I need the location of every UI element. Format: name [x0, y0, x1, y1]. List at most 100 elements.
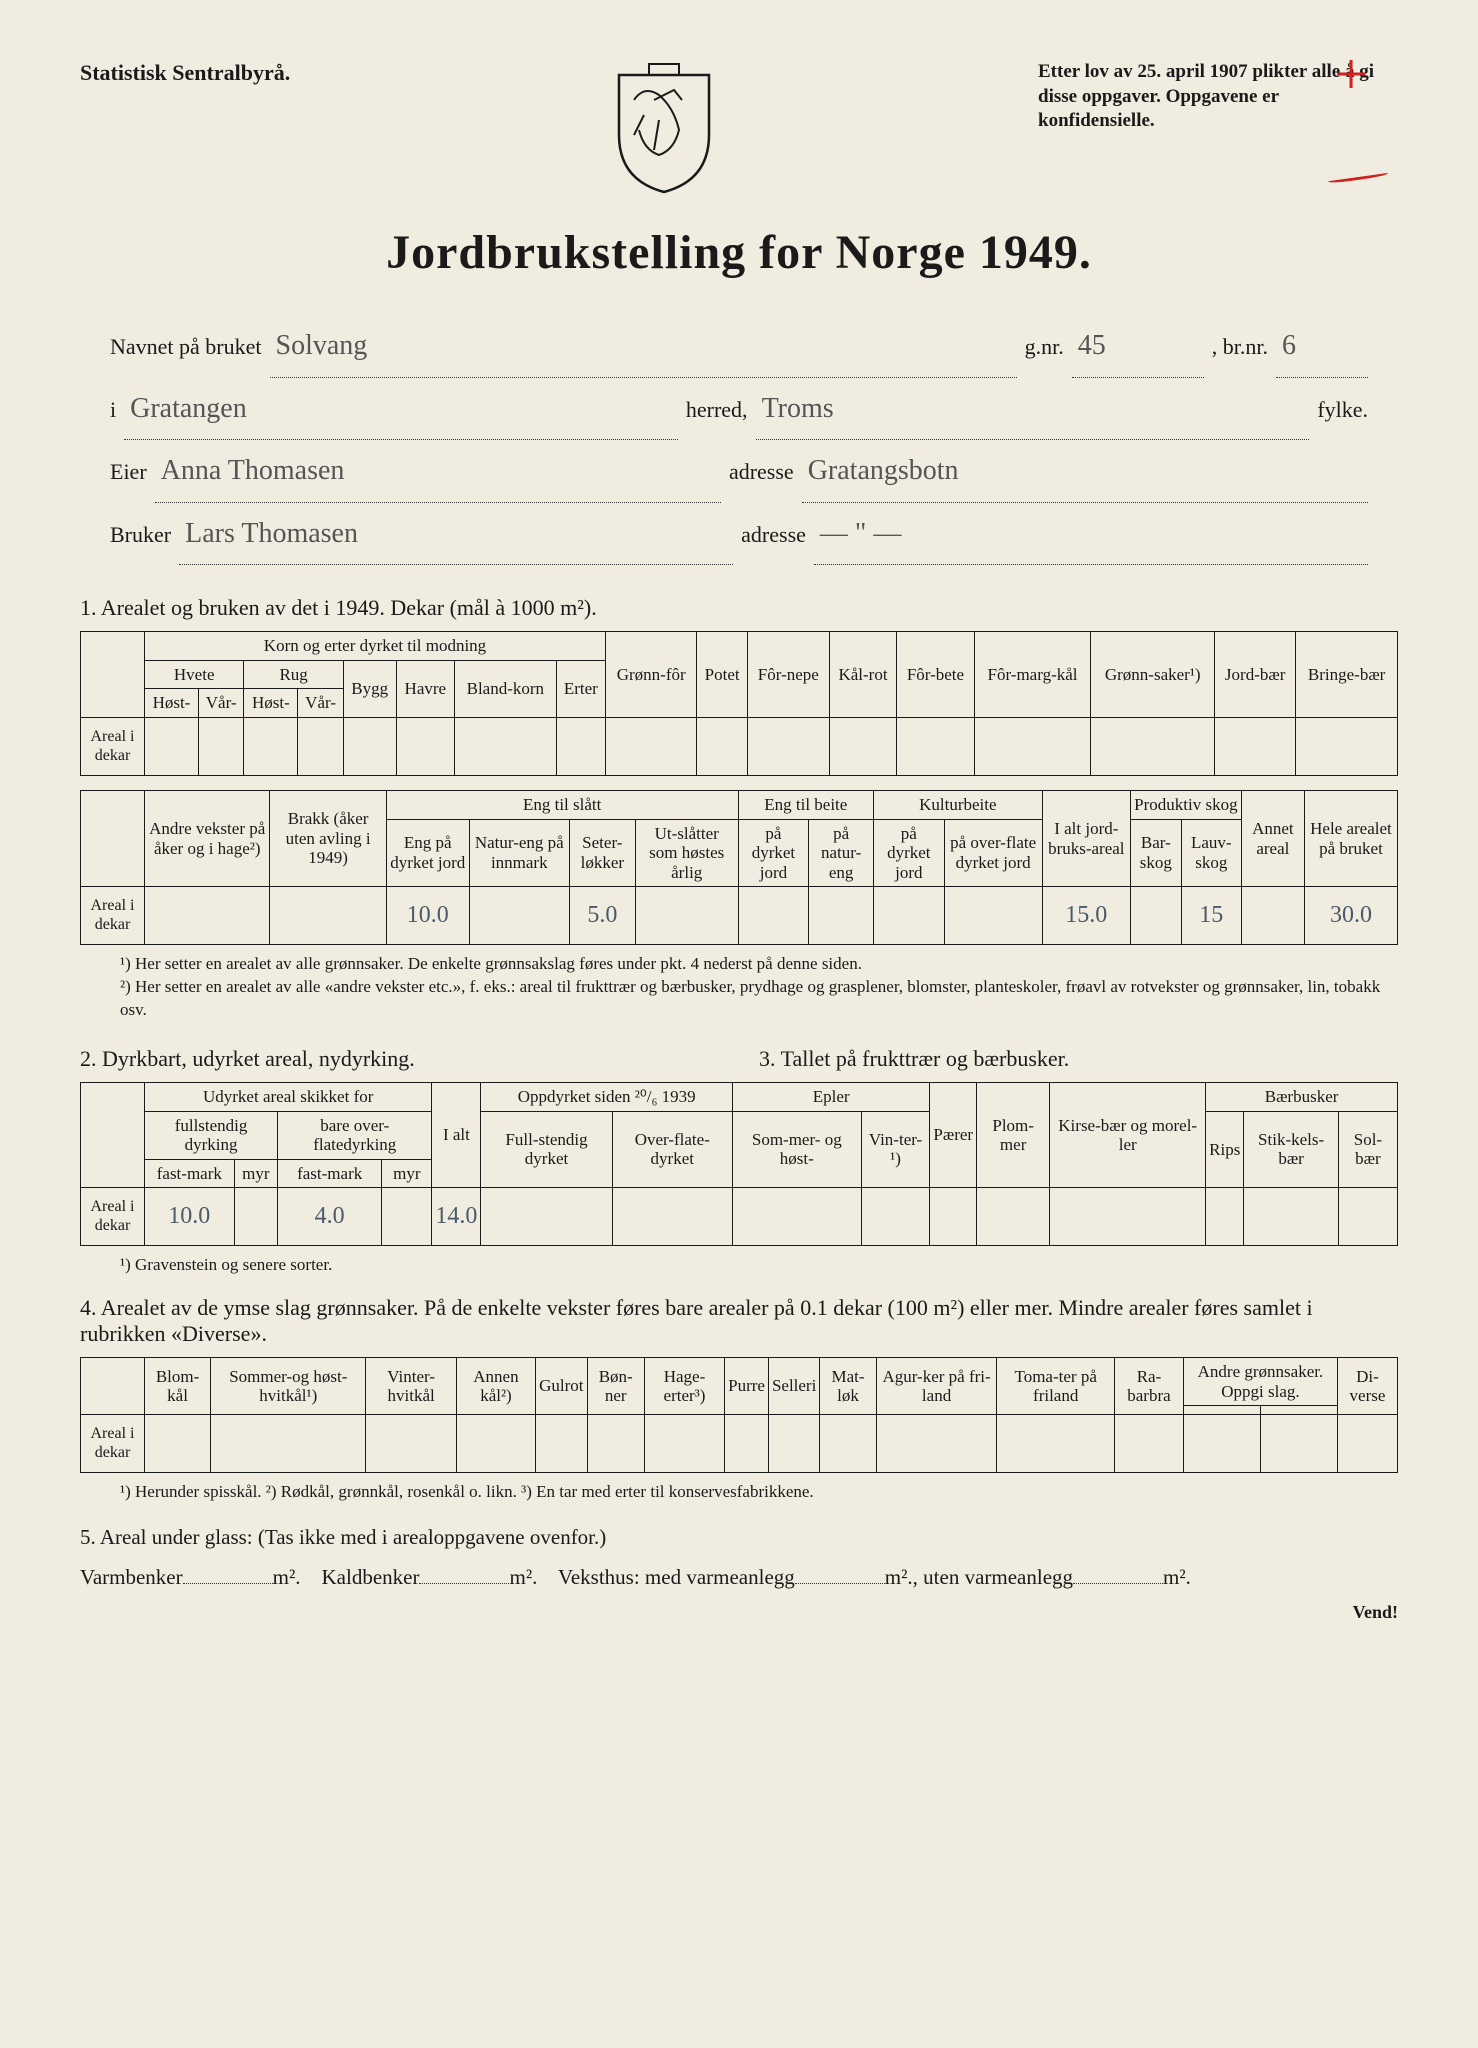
- cell[interactable]: [1296, 718, 1398, 776]
- th-hageerter: Hage-erter³): [644, 1358, 724, 1415]
- cell[interactable]: [873, 887, 944, 945]
- th-fornepe: Fôr-nepe: [747, 632, 829, 718]
- cell[interactable]: [1260, 1415, 1337, 1473]
- th-full-dyrket: Full-stendig dyrket: [481, 1111, 612, 1188]
- cell-ialt[interactable]: 15.0: [1042, 887, 1130, 945]
- cell[interactable]: [732, 1188, 861, 1246]
- cell[interactable]: [897, 718, 974, 776]
- cell[interactable]: [876, 1415, 997, 1473]
- cell[interactable]: [456, 1415, 535, 1473]
- th-hvete: Hvete: [145, 660, 244, 689]
- cell[interactable]: [1115, 1415, 1184, 1473]
- section5-title: 5. Areal under glass: (Tas ikke med i ar…: [80, 1518, 1398, 1558]
- cell[interactable]: [1244, 1188, 1339, 1246]
- field-eier[interactable]: Anna Thomasen: [155, 440, 721, 503]
- cell[interactable]: [977, 1188, 1050, 1246]
- cell[interactable]: [612, 1188, 732, 1246]
- cell[interactable]: [343, 718, 396, 776]
- cell[interactable]: [1338, 1188, 1397, 1246]
- m2-4: m².: [1163, 1565, 1191, 1589]
- cell[interactable]: [145, 887, 270, 945]
- cell[interactable]: [455, 718, 557, 776]
- th-rips: Rips: [1206, 1111, 1244, 1188]
- cell-eng-dyrket[interactable]: 10.0: [386, 887, 469, 945]
- th-rug-var: Vår-: [298, 689, 344, 718]
- cell[interactable]: [1241, 887, 1304, 945]
- cell[interactable]: [768, 1415, 819, 1473]
- cell[interactable]: [396, 718, 454, 776]
- cell[interactable]: [644, 1415, 724, 1473]
- field-navnet[interactable]: Solvang: [270, 315, 1017, 378]
- field-bruker[interactable]: Lars Thomasen: [179, 503, 733, 566]
- cell[interactable]: [1215, 718, 1296, 776]
- th-bareover: bare over-flatedyrking: [278, 1111, 432, 1159]
- cell[interactable]: [481, 1188, 612, 1246]
- table1a: Korn og erter dyrket til modning Grønn-f…: [80, 631, 1398, 776]
- label-veksthus: Veksthus: med varmeanlegg: [558, 1565, 795, 1589]
- cell-fm2[interactable]: 4.0: [278, 1188, 382, 1246]
- cell-fm1[interactable]: 10.0: [145, 1188, 235, 1246]
- field-herred[interactable]: Gratangen: [124, 378, 678, 441]
- cell[interactable]: [198, 718, 244, 776]
- cell[interactable]: [1091, 718, 1215, 776]
- cell[interactable]: [635, 887, 738, 945]
- cell[interactable]: [556, 718, 605, 776]
- cell[interactable]: [930, 1188, 977, 1246]
- cell[interactable]: [1050, 1188, 1206, 1246]
- field-fylke[interactable]: Troms: [756, 378, 1310, 441]
- field-varmbenker[interactable]: [183, 1562, 273, 1584]
- cell[interactable]: [725, 1415, 769, 1473]
- th-lauvskog: Lauv-skog: [1181, 819, 1241, 887]
- th-gulrot: Gulrot: [536, 1358, 587, 1415]
- th-oppdyrket: Oppdyrket siden ²⁰/₆ 1939: [481, 1083, 733, 1112]
- cell[interactable]: [1130, 887, 1181, 945]
- cell-ialt2[interactable]: 14.0: [432, 1188, 481, 1246]
- field-eier-adresse[interactable]: Gratangsbotn: [802, 440, 1368, 503]
- section1-footnotes: ¹) Her setter en arealet av alle grønnsa…: [120, 953, 1398, 1022]
- cell[interactable]: [747, 718, 829, 776]
- th-fm1: fast-mark: [145, 1159, 235, 1188]
- cell[interactable]: [382, 1188, 432, 1246]
- cell[interactable]: [145, 718, 199, 776]
- th-blomkal: Blom-kål: [145, 1358, 211, 1415]
- cell[interactable]: [587, 1415, 644, 1473]
- th-natureng: Natur-eng på innmark: [469, 819, 569, 887]
- label-bruker: Bruker: [110, 511, 171, 559]
- field-veksthus-med[interactable]: [795, 1562, 885, 1584]
- field-kaldbenker[interactable]: [419, 1562, 509, 1584]
- cell[interactable]: [145, 1415, 211, 1473]
- cell[interactable]: [234, 1188, 278, 1246]
- th-forbete: Fôr-bete: [897, 632, 974, 718]
- cell[interactable]: [829, 718, 897, 776]
- field-brnr[interactable]: 6: [1276, 315, 1368, 378]
- cell-lauvskog[interactable]: 15: [1181, 887, 1241, 945]
- th-erter: Erter: [556, 660, 605, 717]
- cell[interactable]: [536, 1415, 587, 1473]
- table4: Blom-kål Sommer-og høst-hvitkål¹) Vinter…: [80, 1357, 1398, 1473]
- field-gnr[interactable]: 45: [1072, 315, 1204, 378]
- cell[interactable]: [1183, 1415, 1260, 1473]
- cell[interactable]: [298, 718, 344, 776]
- cell-seterlokker[interactable]: 5.0: [569, 887, 635, 945]
- cell[interactable]: [809, 887, 874, 945]
- cell[interactable]: [469, 887, 569, 945]
- field-veksthus-uten[interactable]: [1073, 1562, 1163, 1584]
- cell[interactable]: [1337, 1415, 1397, 1473]
- th-vinter: Vin-ter-¹): [861, 1111, 930, 1188]
- cell[interactable]: [270, 887, 386, 945]
- cell[interactable]: [997, 1415, 1115, 1473]
- cell[interactable]: [211, 1415, 366, 1473]
- m2-2: m².: [509, 1565, 537, 1589]
- cell[interactable]: [605, 718, 696, 776]
- cell[interactable]: [820, 1415, 876, 1473]
- cell[interactable]: [366, 1415, 456, 1473]
- cell[interactable]: [1206, 1188, 1244, 1246]
- field-bruker-adresse[interactable]: — " —: [814, 503, 1368, 566]
- cell[interactable]: [697, 718, 748, 776]
- cell-hele[interactable]: 30.0: [1304, 887, 1397, 945]
- cell[interactable]: [974, 718, 1091, 776]
- cell[interactable]: [944, 887, 1042, 945]
- cell[interactable]: [861, 1188, 930, 1246]
- cell[interactable]: [738, 887, 809, 945]
- cell[interactable]: [244, 718, 298, 776]
